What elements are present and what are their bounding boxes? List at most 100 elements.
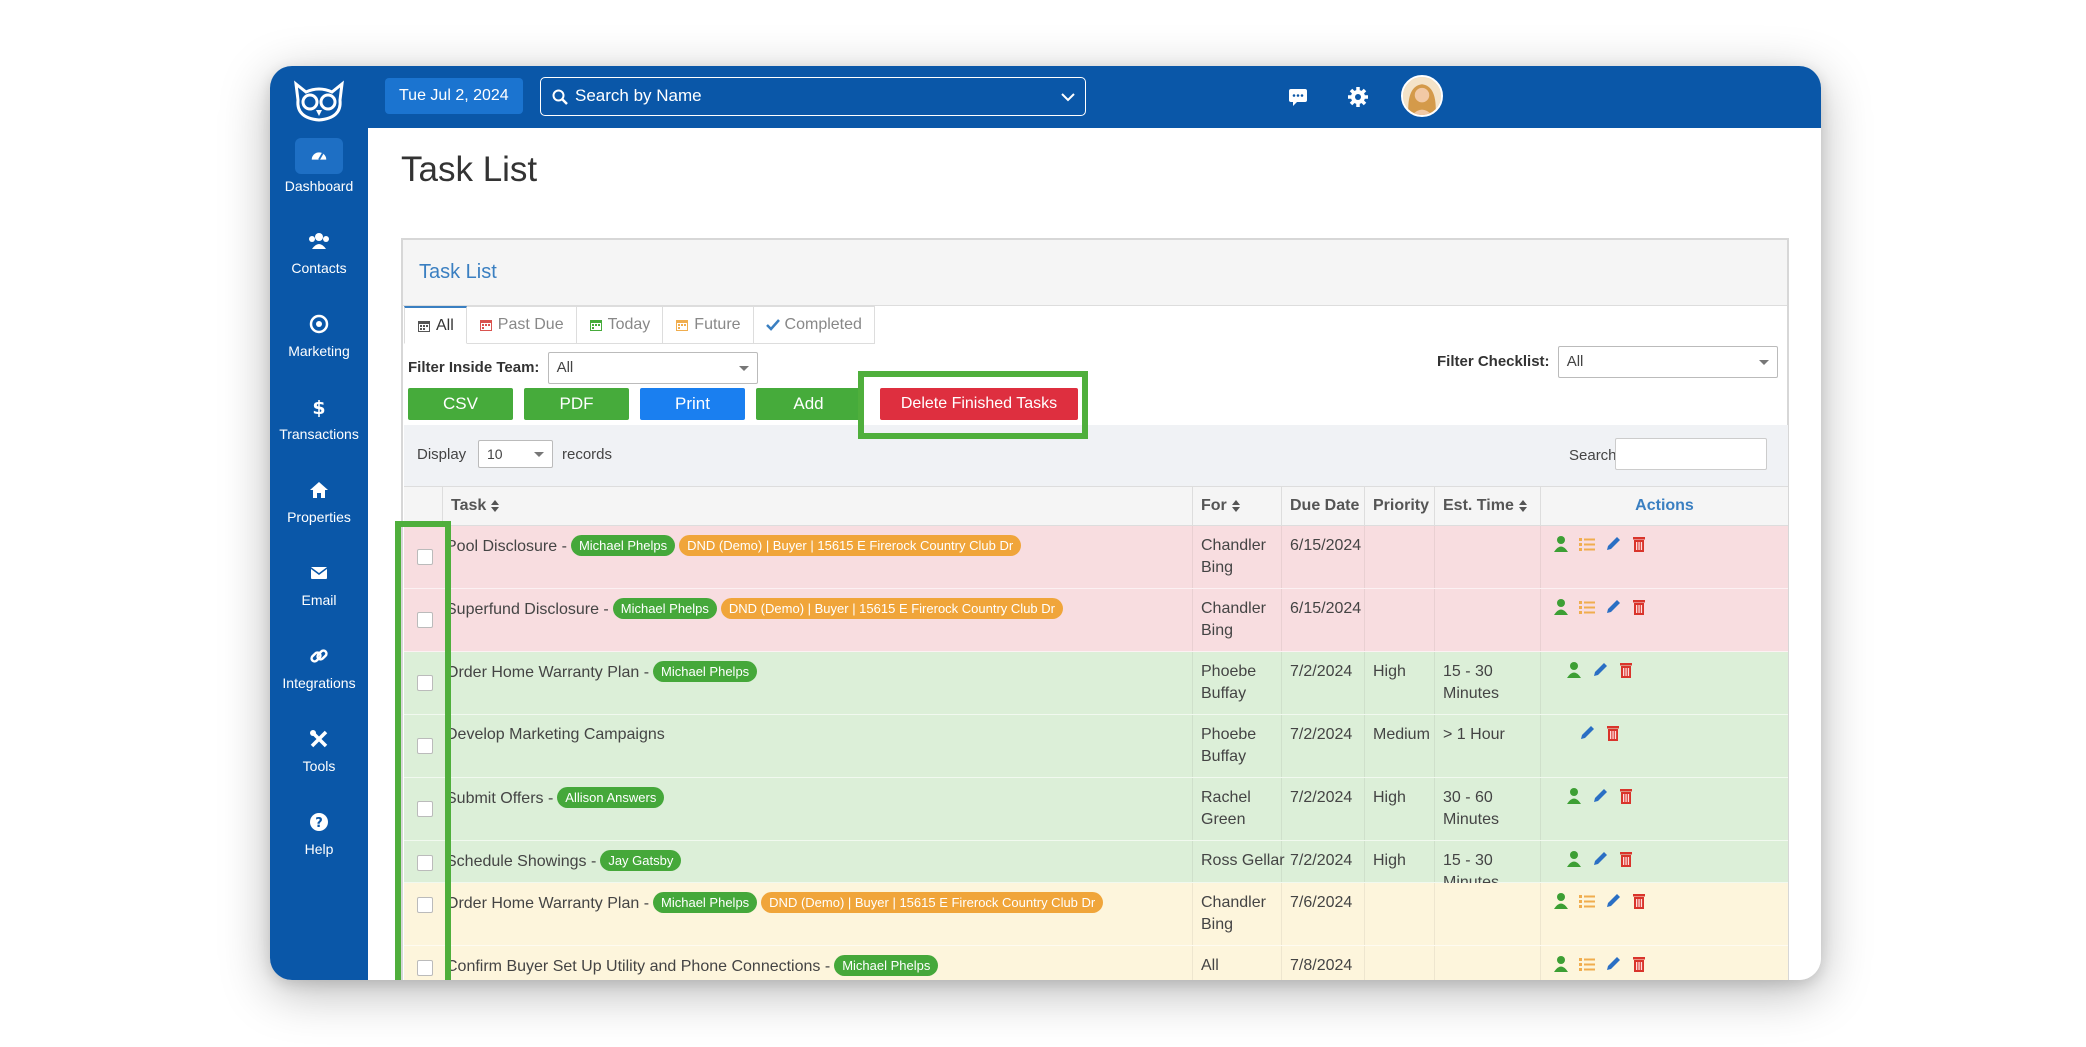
team-filter-select[interactable]: All: [547, 352, 758, 384]
tab-today[interactable]: Today: [576, 306, 664, 344]
due-date-cell: 7/6/2024: [1282, 883, 1365, 945]
assign-user-icon[interactable]: [1552, 892, 1570, 910]
for-cell: All: [1193, 946, 1282, 980]
sidebar-item-marketing[interactable]: Marketing: [270, 309, 368, 379]
tab-completed[interactable]: Completed: [753, 306, 875, 344]
sidebar-item-label: Contacts: [291, 260, 347, 276]
search-input[interactable]: Search by Name: [540, 77, 1086, 116]
est-time-cell: 15 - 30 Minutes: [1435, 841, 1541, 891]
edit-pencil-icon[interactable]: [1591, 850, 1609, 868]
pdf-button[interactable]: PDF: [524, 388, 629, 420]
agent-badge[interactable]: Michael Phelps: [612, 598, 717, 619]
sidebar-item-contacts[interactable]: Contacts: [270, 226, 368, 296]
delete-trash-icon[interactable]: [1630, 892, 1648, 910]
priority-cell: High: [1365, 841, 1435, 882]
csv-button[interactable]: CSV: [408, 388, 513, 420]
sidebar: Dashboard Contacts Marketing $ Transacti…: [270, 66, 368, 980]
tab-label: Completed: [784, 316, 862, 333]
owl-logo-icon[interactable]: [292, 78, 346, 122]
assign-user-icon[interactable]: [1565, 850, 1583, 868]
sidebar-item-help[interactable]: ? Help: [270, 807, 368, 877]
delete-trash-icon[interactable]: [1617, 661, 1635, 679]
edit-pencil-icon[interactable]: [1578, 724, 1596, 742]
assign-user-icon[interactable]: [1552, 598, 1570, 616]
tab-future[interactable]: Future: [663, 306, 754, 344]
chat-icon[interactable]: [1287, 86, 1309, 108]
delete-trash-icon[interactable]: [1617, 850, 1635, 868]
tab-all[interactable]: All: [404, 306, 467, 344]
row-checkbox[interactable]: [417, 960, 433, 976]
print-button[interactable]: Print: [640, 388, 745, 420]
row-checkbox[interactable]: [417, 612, 433, 628]
assign-user-icon[interactable]: [1565, 787, 1583, 805]
column-header-priority[interactable]: Priority: [1365, 487, 1435, 550]
edit-pencil-icon[interactable]: [1604, 598, 1622, 616]
row-checkbox[interactable]: [417, 738, 433, 754]
column-header-est-time[interactable]: Est. Time: [1435, 487, 1541, 525]
dollar-icon: $: [312, 397, 325, 418]
checklist-icon[interactable]: [1578, 892, 1596, 910]
agent-badge[interactable]: Michael Phelps: [653, 661, 758, 682]
sidebar-item-transactions[interactable]: $ Transactions: [270, 392, 368, 462]
checklist-icon[interactable]: [1578, 955, 1596, 973]
transaction-badge[interactable]: DND (Demo) | Buyer | 15615 E Firerock Co…: [720, 598, 1063, 619]
checklist-icon[interactable]: [1578, 598, 1596, 616]
edit-pencil-icon[interactable]: [1591, 661, 1609, 679]
row-checkbox[interactable]: [417, 801, 433, 817]
sort-icon: [1518, 499, 1527, 512]
agent-badge[interactable]: Jay Gatsby: [600, 850, 682, 871]
task-cell: Order Home Warranty Plan - Michael Phelps…: [443, 883, 1193, 945]
row-checkbox[interactable]: [417, 897, 433, 913]
priority-cell: Medium: [1365, 715, 1435, 777]
delete-finished-tasks-button[interactable]: Delete Finished Tasks: [880, 388, 1078, 420]
task-title: Pool Disclosure -: [446, 538, 567, 555]
checklist-filter-select[interactable]: All: [1557, 346, 1778, 378]
search-label: Search:: [1569, 447, 1621, 464]
sort-icon: [1231, 499, 1240, 512]
row-checkbox[interactable]: [417, 549, 433, 565]
tab-past-due[interactable]: Past Due: [466, 306, 577, 344]
column-header-task[interactable]: Task: [443, 487, 1193, 525]
page-size-select[interactable]: 10: [478, 440, 553, 468]
transaction-badge[interactable]: DND (Demo) | Buyer | 15615 E Firerock Co…: [679, 535, 1022, 556]
delete-trash-icon[interactable]: [1630, 535, 1648, 553]
assign-user-icon[interactable]: [1565, 661, 1583, 679]
row-checkbox[interactable]: [417, 855, 433, 871]
gear-icon[interactable]: [1347, 86, 1369, 108]
est-time-cell: [1435, 883, 1541, 945]
avatar[interactable]: [1401, 75, 1443, 117]
sidebar-item-integrations[interactable]: Integrations: [270, 641, 368, 711]
tools-icon: [310, 730, 328, 748]
agent-badge[interactable]: Allison Answers: [557, 787, 665, 808]
due-date-cell: 7/2/2024: [1282, 778, 1365, 840]
assign-user-icon[interactable]: [1552, 535, 1570, 553]
delete-trash-icon[interactable]: [1617, 787, 1635, 805]
top-bar: Tue Jul 2, 2024 Search by Name: [368, 66, 1821, 128]
sidebar-item-properties[interactable]: Properties: [270, 475, 368, 545]
date-button[interactable]: Tue Jul 2, 2024: [385, 78, 523, 114]
checklist-icon[interactable]: [1578, 535, 1596, 553]
column-header-due-date[interactable]: Due Date: [1282, 487, 1365, 550]
agent-badge[interactable]: Michael Phelps: [834, 955, 939, 976]
for-cell: Ross Gellar: [1193, 841, 1285, 882]
agent-badge[interactable]: Michael Phelps: [570, 535, 676, 556]
transaction-badge[interactable]: DND (Demo) | Buyer | 15615 E Firerock Co…: [761, 892, 1104, 913]
column-header-for[interactable]: For: [1193, 487, 1282, 525]
row-actions: [1552, 598, 1648, 616]
delete-trash-icon[interactable]: [1604, 724, 1622, 742]
agent-badge[interactable]: Michael Phelps: [653, 892, 758, 913]
edit-pencil-icon[interactable]: [1591, 787, 1609, 805]
delete-trash-icon[interactable]: [1630, 955, 1648, 973]
add-button[interactable]: Add: [756, 388, 861, 420]
sidebar-item-tools[interactable]: Tools: [270, 724, 368, 794]
row-checkbox[interactable]: [417, 675, 433, 691]
edit-pencil-icon[interactable]: [1604, 892, 1622, 910]
table-row: Develop Marketing Campaigns Phoebe Buffay…: [404, 715, 1788, 778]
sidebar-item-email[interactable]: Email: [270, 558, 368, 628]
table-search-input[interactable]: [1615, 438, 1767, 470]
delete-trash-icon[interactable]: [1630, 598, 1648, 616]
assign-user-icon[interactable]: [1552, 955, 1570, 973]
edit-pencil-icon[interactable]: [1604, 955, 1622, 973]
edit-pencil-icon[interactable]: [1604, 535, 1622, 553]
sidebar-item-dashboard[interactable]: Dashboard: [270, 138, 368, 208]
